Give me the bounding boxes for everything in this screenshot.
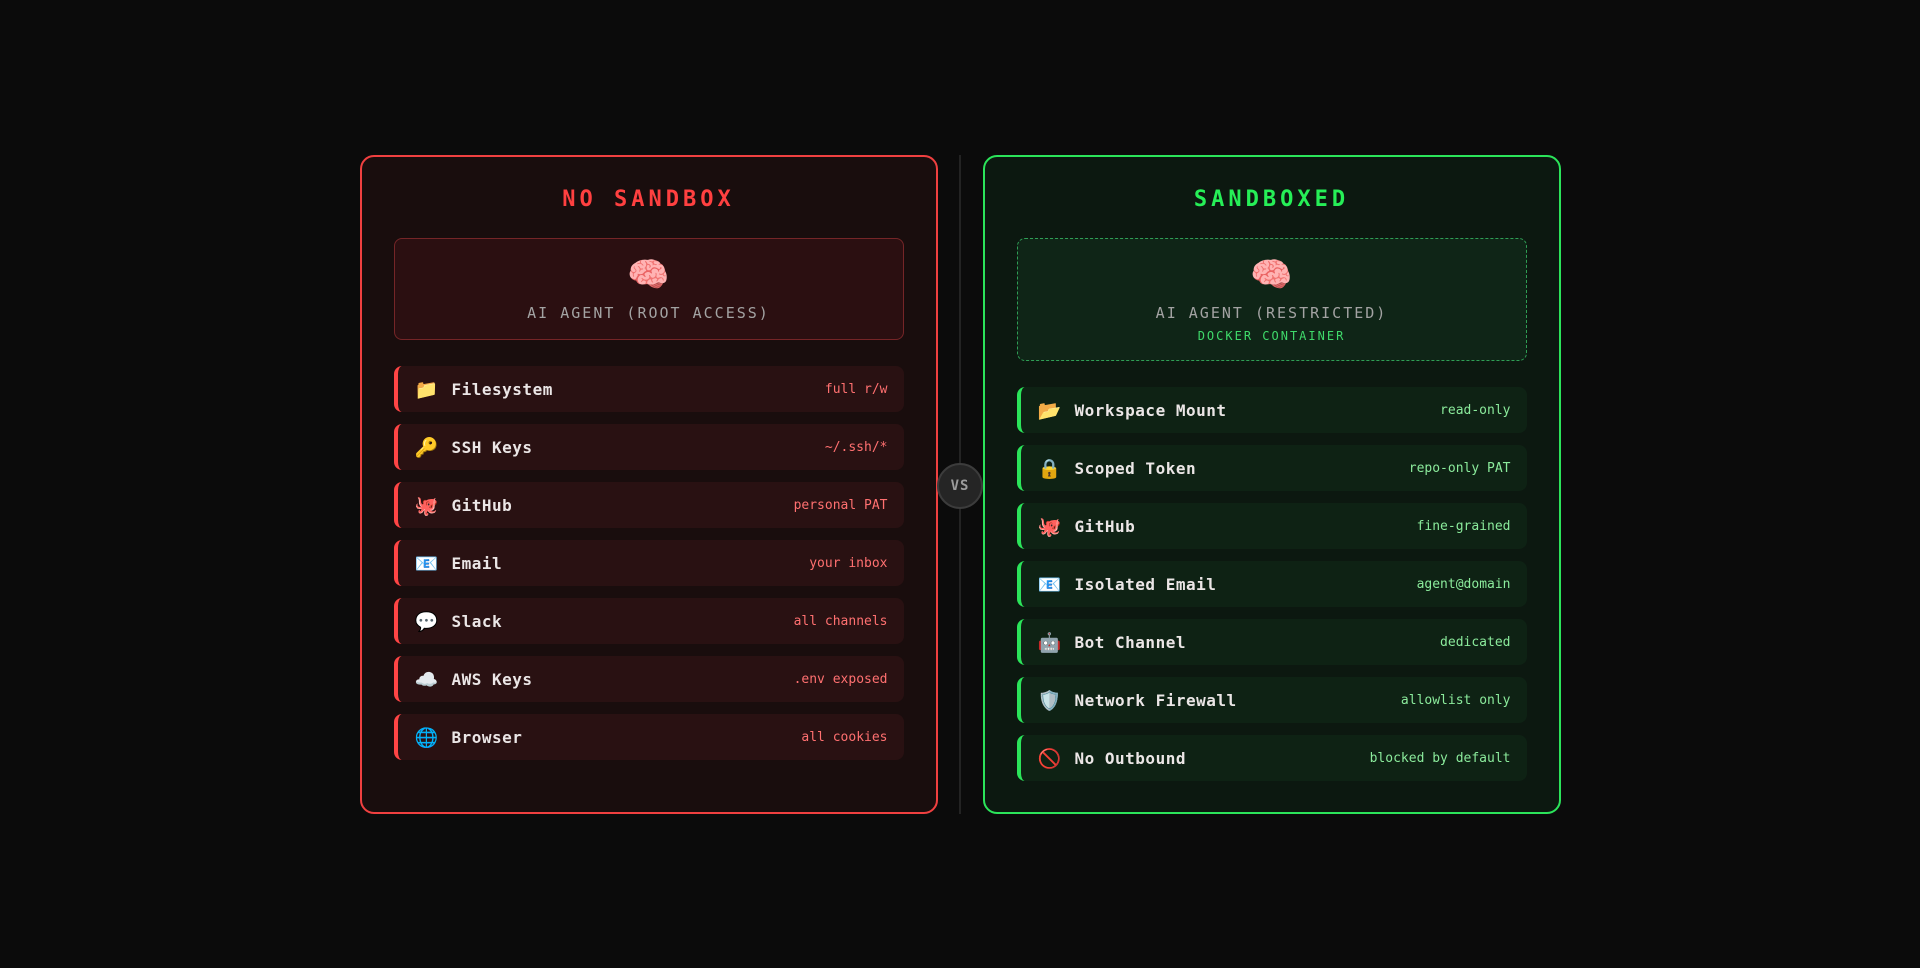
robot-icon: 🤖 [1037, 631, 1062, 654]
row-browser: 🌐 Browser all cookies [393, 714, 904, 760]
row-value: blocked by default [1369, 750, 1511, 766]
panel-title-sandboxed: SANDBOXED [1193, 186, 1350, 212]
row-network-firewall: 🛡️ Network Firewall allowlist only [1016, 677, 1527, 723]
globe-icon: 🌐 [414, 726, 439, 749]
row-slack: 💬 Slack all channels [393, 598, 904, 644]
row-label: Isolated Email [1074, 574, 1217, 594]
row-value: personal PAT [793, 497, 888, 513]
row-label: GitHub [1074, 516, 1136, 536]
row-value: fine-grained [1416, 518, 1511, 534]
agent-box-restricted: 🧠 AI AGENT (RESTRICTED) DOCKER CONTAINER [1016, 237, 1527, 361]
cloud-icon: ☁️ [414, 668, 439, 691]
row-value: ~/.ssh/* [824, 439, 888, 455]
row-isolated-email: 📧 Isolated Email agent@domain [1016, 561, 1527, 607]
row-value: .env exposed [793, 671, 888, 687]
row-github: 🐙 GitHub fine-grained [1016, 503, 1527, 549]
lock-icon: 🔒 [1037, 457, 1062, 480]
row-label: Scoped Token [1074, 458, 1197, 478]
row-label: Email [451, 553, 503, 573]
docker-container-caption: DOCKER CONTAINER [1197, 329, 1346, 343]
access-list-no-sandbox: 📁 Filesystem full r/w 🔑 SSH Keys ~/.ssh/… [393, 366, 904, 760]
octopus-github-icon: 🐙 [1037, 515, 1062, 538]
row-value: full r/w [824, 381, 888, 397]
key-icon: 🔑 [414, 436, 439, 459]
row-label: Bot Channel [1074, 632, 1186, 652]
row-label: No Outbound [1074, 748, 1186, 768]
row-no-outbound: 🚫 No Outbound blocked by default [1016, 735, 1527, 781]
agent-box-root-access: 🧠 AI AGENT (ROOT ACCESS) [393, 237, 904, 340]
row-label: Workspace Mount [1074, 400, 1227, 420]
row-value: your inbox [809, 555, 888, 571]
email-icon: 📧 [1037, 573, 1062, 596]
agent-label: AI AGENT (ROOT ACCESS) [527, 304, 770, 322]
row-scoped-token: 🔒 Scoped Token repo-only PAT [1016, 445, 1527, 491]
speech-balloon-icon: 💬 [414, 610, 439, 633]
panel-no-sandbox: NO SANDBOX 🧠 AI AGENT (ROOT ACCESS) 📁 Fi… [359, 154, 938, 814]
brain-icon: 🧠 [627, 254, 670, 295]
open-folder-icon: 📂 [1037, 399, 1062, 422]
row-value: all channels [793, 613, 888, 629]
row-value: repo-only PAT [1408, 460, 1511, 476]
row-value: all cookies [801, 729, 888, 745]
row-value: allowlist only [1400, 692, 1511, 708]
row-label: Slack [451, 611, 503, 631]
panel-title-no-sandbox: NO SANDBOX [562, 186, 735, 212]
agent-label: AI AGENT (RESTRICTED) [1155, 304, 1388, 322]
shield-icon: 🛡️ [1037, 689, 1062, 712]
octopus-github-icon: 🐙 [414, 494, 439, 517]
row-aws-keys: ☁️ AWS Keys .env exposed [393, 656, 904, 702]
row-label: AWS Keys [451, 669, 533, 689]
folder-icon: 📁 [414, 378, 439, 401]
prohibited-icon: 🚫 [1037, 747, 1062, 770]
row-label: GitHub [451, 495, 513, 515]
row-github: 🐙 GitHub personal PAT [393, 482, 904, 528]
row-workspace-mount: 📂 Workspace Mount read-only [1016, 387, 1527, 433]
row-email: 📧 Email your inbox [393, 540, 904, 586]
row-filesystem: 📁 Filesystem full r/w [393, 366, 904, 412]
row-label: SSH Keys [451, 437, 533, 457]
row-label: Network Firewall [1074, 690, 1237, 710]
row-value: read-only [1440, 402, 1511, 418]
email-icon: 📧 [414, 552, 439, 575]
comparison-stage: NO SANDBOX 🧠 AI AGENT (ROOT ACCESS) 📁 Fi… [359, 154, 1561, 814]
row-label: Filesystem [451, 379, 553, 399]
row-ssh-keys: 🔑 SSH Keys ~/.ssh/* [393, 424, 904, 470]
vs-badge: VS [937, 462, 983, 509]
row-value: agent@domain [1416, 576, 1511, 592]
row-bot-channel: 🤖 Bot Channel dedicated [1016, 619, 1527, 665]
row-label: Browser [451, 727, 523, 747]
brain-icon: 🧠 [1250, 254, 1293, 295]
row-value: dedicated [1440, 634, 1511, 650]
panel-sandboxed: SANDBOXED 🧠 AI AGENT (RESTRICTED) DOCKER… [982, 154, 1561, 814]
access-list-sandboxed: 📂 Workspace Mount read-only 🔒 Scoped Tok… [1016, 387, 1527, 781]
